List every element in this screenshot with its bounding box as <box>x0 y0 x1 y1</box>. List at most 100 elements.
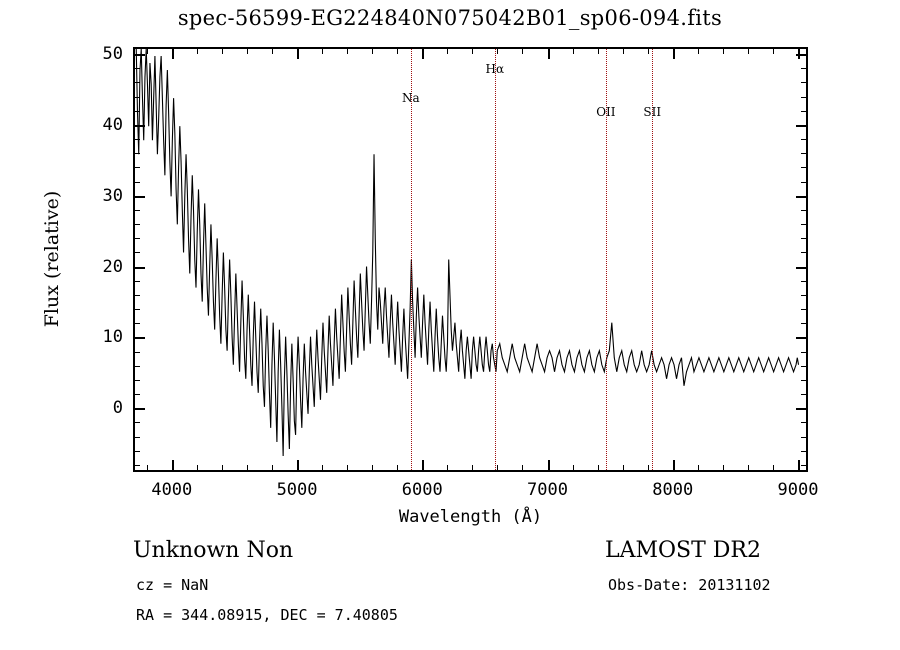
x-tick-top <box>797 48 800 59</box>
y-tick-left <box>134 365 140 367</box>
page-title: spec-56599-EG224840N075042B01_sp06-094.f… <box>177 6 723 30</box>
x-tick-top <box>221 48 223 54</box>
y-tick-right <box>801 209 807 211</box>
x-tick-bottom <box>447 465 449 471</box>
x-tick-top <box>497 48 499 54</box>
x-tick-top <box>246 48 248 54</box>
x-tick-bottom <box>272 465 273 471</box>
y-tick-right <box>796 266 807 269</box>
x-tick-top <box>647 48 649 54</box>
x-tick-top <box>672 48 675 59</box>
y-tick-label: 40 <box>102 114 123 135</box>
x-tick-bottom <box>297 460 300 471</box>
x-tick-top <box>547 48 550 59</box>
x-tick-bottom <box>647 465 649 471</box>
y-tick-right <box>801 181 807 183</box>
y-tick-left <box>134 294 140 296</box>
y-tick-right <box>801 167 807 169</box>
y-tick-right <box>801 224 807 226</box>
y-tick-right <box>801 464 807 466</box>
y-tick-right <box>801 436 807 438</box>
x-tick-bottom <box>196 465 198 471</box>
y-tick-right <box>801 323 807 325</box>
y-tick-right <box>796 195 807 198</box>
x-tick-top <box>522 48 524 54</box>
x-tick-label: 4000 <box>151 480 193 500</box>
y-tick-left <box>134 181 140 183</box>
x-tick-label: 9000 <box>777 480 819 500</box>
y-tick-left <box>134 124 145 127</box>
x-tick-bottom <box>472 465 474 471</box>
y-tick-right <box>801 294 807 296</box>
x-tick-top <box>322 48 324 54</box>
x-tick-bottom <box>422 460 425 471</box>
x-tick-label: 7000 <box>527 480 568 500</box>
y-tick-right <box>801 351 807 353</box>
y-tick-left <box>134 68 140 70</box>
y-tick-right <box>801 139 807 141</box>
x-tick-bottom <box>672 460 675 471</box>
x-tick-bottom <box>622 465 624 471</box>
x-tick-bottom <box>722 465 724 471</box>
cz-label: cz = NaN <box>136 576 209 594</box>
line-label-sii: SII <box>643 104 662 119</box>
x-tick-label: 6000 <box>401 480 443 500</box>
y-tick-left <box>134 252 140 254</box>
y-tick-right <box>796 337 807 340</box>
x-tick-top <box>722 48 724 54</box>
y-tick-left <box>134 238 140 240</box>
y-tick-left <box>134 280 140 282</box>
y-tick-right <box>801 309 807 311</box>
x-tick-bottom <box>597 465 599 471</box>
x-tick-top <box>272 48 273 54</box>
y-tick-right <box>801 252 807 254</box>
y-tick-left <box>134 167 140 169</box>
y-tick-right <box>796 408 807 411</box>
y-tick-right <box>801 450 807 452</box>
y-tick-right <box>801 280 807 282</box>
x-tick-bottom <box>697 465 699 471</box>
line-label-oii: OII <box>596 104 616 119</box>
y-tick-left <box>134 422 140 424</box>
object-class-label: Unknown Non <box>133 538 294 563</box>
flux-curve <box>135 49 800 456</box>
y-tick-left <box>134 54 145 57</box>
y-tick-left <box>134 82 140 84</box>
y-tick-left <box>134 394 140 396</box>
x-tick-bottom <box>146 465 148 471</box>
x-tick-top <box>297 48 300 59</box>
y-tick-label: 0 <box>112 398 123 419</box>
y-tick-right <box>796 54 807 57</box>
x-tick-bottom <box>347 465 349 471</box>
x-tick-bottom <box>747 465 749 471</box>
x-tick-top <box>196 48 198 54</box>
line-marker-sii <box>652 49 654 470</box>
x-tick-top <box>597 48 599 54</box>
y-tick-left <box>134 323 140 325</box>
x-tick-top <box>472 48 474 54</box>
survey-label: LAMOST DR2 <box>605 538 761 563</box>
plot-area: Na Hα OII SII <box>133 47 808 472</box>
y-tick-left <box>134 450 140 452</box>
y-tick-right <box>801 153 807 155</box>
x-tick-top <box>171 48 174 59</box>
line-label-h: Hα <box>485 62 505 77</box>
x-tick-top <box>747 48 749 54</box>
x-tick-bottom <box>497 465 499 471</box>
x-tick-top <box>347 48 349 54</box>
x-tick-top <box>447 48 449 54</box>
y-tick-right <box>801 365 807 367</box>
x-tick-bottom <box>772 465 774 471</box>
x-axis-title: Wavelength (Å) <box>398 507 543 527</box>
y-tick-label: 20 <box>102 256 123 277</box>
x-tick-bottom <box>572 465 574 471</box>
y-tick-label: 50 <box>102 44 123 65</box>
x-tick-bottom <box>797 460 800 471</box>
y-tick-left <box>134 408 145 411</box>
line-label-na: Na <box>402 90 420 105</box>
y-tick-left <box>134 337 145 340</box>
y-tick-left <box>134 195 145 198</box>
x-tick-bottom <box>522 465 524 471</box>
x-tick-bottom <box>221 465 223 471</box>
